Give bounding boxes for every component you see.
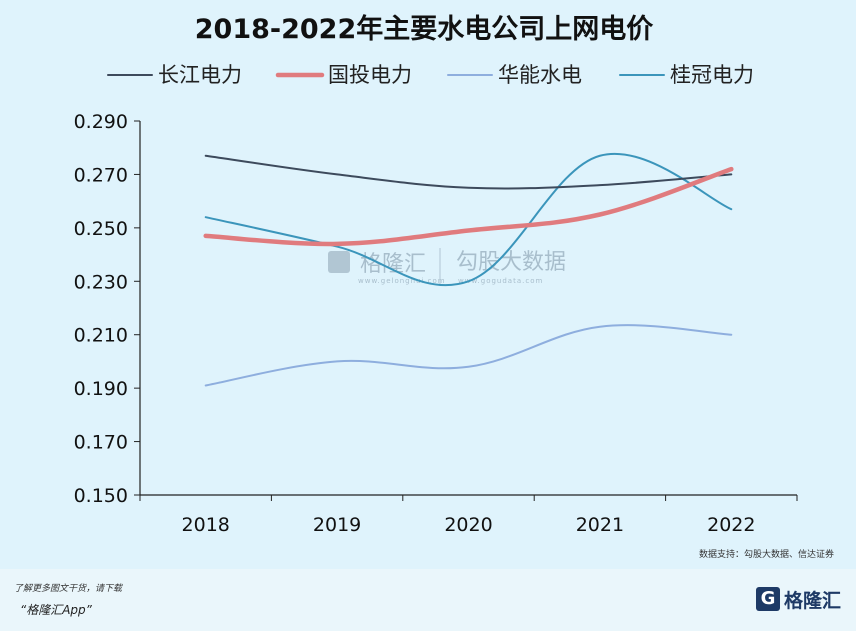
series-lines: [203, 152, 734, 387]
x-tick-label: 2021: [576, 514, 624, 536]
x-tick-label: 2022: [707, 514, 755, 536]
series-line-1: [204, 154, 733, 190]
x-tick-label: 2020: [444, 514, 492, 536]
logo-text: 格隆汇: [784, 590, 842, 612]
watermark-brand-url: www.gelonghui.com: [358, 277, 446, 285]
y-tick-label: 0.210: [74, 325, 128, 347]
series-line-4: [204, 152, 733, 287]
x-tick-label: 2018: [182, 514, 230, 536]
chart-title: 2018-2022年主要水电公司上网电价: [195, 13, 654, 45]
axes: 0.150 0.170 0.190 0.210 0.230 0.250 0.270 0.290…: [74, 111, 798, 536]
legend-label: 华能水电: [498, 63, 582, 87]
watermark-logo-icon: [328, 251, 350, 273]
legend-label: 桂冠电力: [670, 63, 754, 87]
watermark: 格隆汇 www.gelonghui.com 勾股大数据 www.gogudata…: [328, 248, 566, 286]
source-note: 数据支持：勾股大数据、信达证券: [699, 548, 834, 560]
y-tick-label: 0.230: [74, 271, 128, 293]
gelonghui-logo: G 格隆汇: [756, 583, 848, 619]
y-tick-label: 0.290: [74, 111, 128, 133]
y-tick-label: 0.190: [74, 378, 128, 400]
y-tick-label: 0.270: [74, 164, 128, 186]
promo-line-2: “格隆汇App”: [20, 603, 92, 617]
legend-label: 长江电力: [158, 63, 242, 87]
logo-mark-icon: G: [756, 587, 780, 611]
line-chart: 2018-2022年主要水电公司上网电价 长江电力 国投电力 华能水电 桂冠电力 格隆…: [74, 13, 834, 560]
watermark-brand: 格隆汇: [360, 252, 426, 277]
y-tick-label: 0.250: [74, 218, 128, 240]
promo-line-1: 了解更多图文干货，请下载: [14, 584, 123, 594]
legend: 长江电力 国投电力 华能水电 桂冠电力: [107, 63, 754, 87]
series-line-3: [204, 324, 733, 387]
legend-label: 国投电力: [328, 63, 412, 87]
footer: 了解更多图文干货，请下载 “格隆汇App” G 格隆汇: [0, 569, 856, 631]
series-line-2: [203, 166, 734, 247]
x-tick-label: 2019: [313, 514, 361, 536]
y-tick-label: 0.150: [74, 485, 128, 507]
y-tick-label: 0.170: [74, 432, 128, 454]
watermark-data-brand: 勾股大数据: [456, 250, 566, 275]
watermark-data-url: www.gogudata.com: [458, 277, 543, 285]
